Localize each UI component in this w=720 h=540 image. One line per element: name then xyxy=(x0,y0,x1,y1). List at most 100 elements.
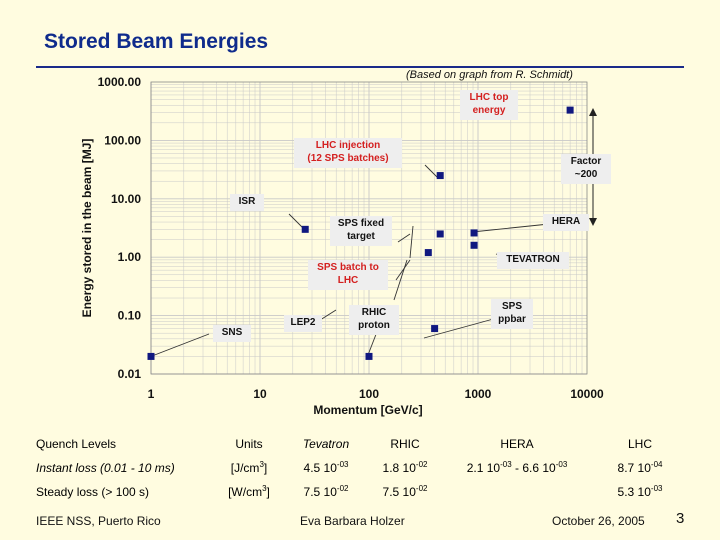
slide-title: Stored Beam Energies xyxy=(44,30,269,53)
annotation: TEVATRON xyxy=(497,252,569,269)
annotation-text: TEVATRON xyxy=(506,254,560,265)
data-point xyxy=(436,172,444,180)
annotation: HERA xyxy=(543,214,589,231)
annotation-text: SPS fixed xyxy=(338,218,384,229)
y-tick-label: 1000.00 xyxy=(98,75,142,89)
y-tick-label: 0.01 xyxy=(118,367,142,381)
tevatron-cell: 7.5 10-02 xyxy=(303,484,349,500)
leader-line xyxy=(151,333,210,357)
leader-line xyxy=(424,164,439,179)
y-tick-label: 10.00 xyxy=(111,192,141,206)
annotation-box xyxy=(497,252,569,269)
annotation-box xyxy=(561,154,611,184)
y-tick-label: 100.00 xyxy=(104,133,141,147)
data-point xyxy=(424,249,432,257)
annotation-box xyxy=(213,325,251,342)
annotation: LEP2 xyxy=(284,315,322,332)
arrow-head-up xyxy=(589,108,597,116)
data-point xyxy=(566,106,574,114)
units-cell: [W/cm3] xyxy=(228,484,270,500)
x-tick-label: 10000 xyxy=(570,387,604,401)
y-tick-label: 0.10 xyxy=(118,309,142,323)
title-rule xyxy=(36,66,684,68)
lhc-cell: 8.7 10-04 xyxy=(617,460,663,476)
annotation-text: target xyxy=(347,231,375,242)
table-row: Steady loss (> 100 s) [W/cm3] 7.5 10-02 … xyxy=(36,480,688,504)
credit-note: (Based on graph from R. Schmidt) xyxy=(406,69,573,81)
y-axis-label: Energy stored in the beam [MJ] xyxy=(80,139,94,318)
x-tick-label: 10 xyxy=(253,387,267,401)
table-header: Units xyxy=(235,437,263,451)
tick-labels: 1 10 100 1000 10000 0.01 0.10 1.00 10.00 100.00 10… xyxy=(98,75,604,401)
annotation: LHC injection (12 SPS batches) xyxy=(294,138,402,168)
data-point xyxy=(365,352,373,360)
annotations: LHC top energy LHC injection (12 SPS batche… xyxy=(213,90,611,342)
table-header: Tevatron xyxy=(302,437,350,451)
annotation: SNS xyxy=(213,325,251,342)
annotation-text: SNS xyxy=(222,327,243,338)
annotation-box xyxy=(230,194,264,211)
rhic-cell: 1.8 10-02 xyxy=(382,460,428,476)
footer-date: October 26, 2005 xyxy=(552,514,645,528)
annotation-box xyxy=(284,315,322,332)
table-header: HERA xyxy=(500,437,534,451)
x-axis-label: Momentum [GeV/c] xyxy=(313,403,422,417)
row-label: Instant loss (0.01 - 10 ms) xyxy=(36,461,175,475)
annotation: SPS ppbar xyxy=(491,299,533,329)
row-label: Steady loss (> 100 s) xyxy=(36,485,150,499)
annotation-text: LHC top xyxy=(470,92,509,103)
arrow-head-down xyxy=(589,218,597,226)
annotation-text: SPS batch to xyxy=(317,262,379,273)
data-point xyxy=(436,230,444,238)
annotation-text: LHC xyxy=(338,275,359,286)
data-point xyxy=(470,229,478,237)
annotation-box xyxy=(330,216,392,246)
leader-line xyxy=(397,233,411,243)
annotation-text: Factor xyxy=(571,156,602,167)
leader-line xyxy=(393,259,408,301)
stored-energy-chart: LHC top energy LHC injection (12 SPS batche… xyxy=(80,75,611,417)
annotation-text: HERA xyxy=(552,216,580,227)
annotation-box xyxy=(491,299,533,329)
annotation: SPS batch to LHC xyxy=(308,260,388,290)
table-header: RHIC xyxy=(390,437,420,451)
table-header: Quench Levels xyxy=(36,437,117,451)
quench-levels-table: Quench Levels Units Tevatron RHIC HERA L… xyxy=(36,432,688,504)
y-tick-label: 1.00 xyxy=(118,250,142,264)
tevatron-cell: 4.5 10-03 xyxy=(303,460,349,476)
table-header-row: Quench Levels Units Tevatron RHIC HERA L… xyxy=(36,432,688,456)
annotation-text: ppbar xyxy=(498,314,526,325)
x-tick-label: 1 xyxy=(148,387,155,401)
annotation: RHIC proton xyxy=(349,305,399,335)
annotation: SPS fixed target xyxy=(330,216,392,246)
annotation-box xyxy=(308,260,388,290)
annotation-text: SPS xyxy=(502,301,522,312)
table-header: LHC xyxy=(627,437,652,451)
leader-line xyxy=(471,223,550,233)
annotation-text: RHIC xyxy=(362,307,386,318)
hera-cell xyxy=(442,480,592,504)
data-point xyxy=(301,225,309,233)
annotation-text: (12 SPS batches) xyxy=(307,153,388,164)
rhic-cell: 7.5 10-02 xyxy=(382,484,428,500)
annotation-box xyxy=(349,305,399,335)
leader-line xyxy=(395,259,411,281)
page-number: 3 xyxy=(676,510,685,527)
footer-conference: IEEE NSS, Puerto Rico xyxy=(36,514,161,528)
annotation-text: ISR xyxy=(239,196,256,207)
footer-author: Eva Barbara Holzer xyxy=(300,514,405,528)
annotation: Factor ~200 xyxy=(561,154,611,184)
data-point xyxy=(147,352,155,360)
annotation-text: energy xyxy=(473,105,506,116)
table-row: Instant loss (0.01 - 10 ms) [J/cm3] 4.5 … xyxy=(36,456,688,480)
annotation-text: LHC injection xyxy=(316,140,380,151)
annotation-box xyxy=(460,90,518,120)
lhc-cell: 5.3 10-03 xyxy=(617,484,663,500)
annotation-text: LEP2 xyxy=(290,317,315,328)
leader-line xyxy=(409,225,414,259)
annotation-box xyxy=(543,214,589,231)
data-point xyxy=(470,241,478,249)
annotation: LHC top energy xyxy=(460,90,518,120)
annotation: ISR xyxy=(230,194,264,211)
leader-line xyxy=(423,317,498,339)
